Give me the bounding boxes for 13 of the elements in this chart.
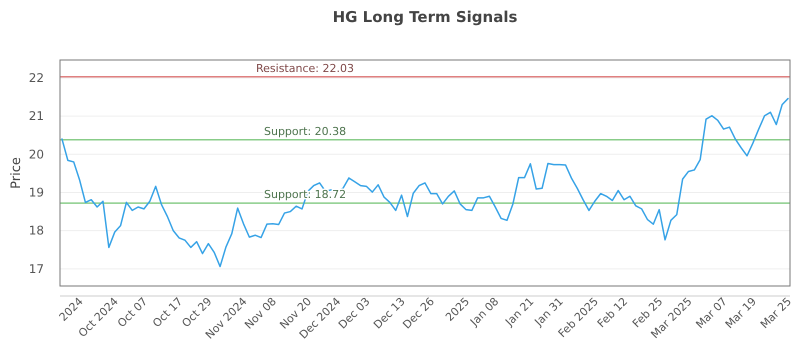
y-tick-label: 22 [28,70,44,85]
x-tick-label: Mar 25 [758,294,794,332]
ref-line-label: Support: 20.38 [264,124,346,138]
y-tick-label: 17 [28,262,44,276]
ref-line-label: Resistance: 22.03 [256,62,354,75]
y-axis-title: Price [9,157,24,189]
y-tick-label: 20 [28,147,44,162]
y-tick-label: 19 [28,185,44,200]
chart-title: HG Long Term Signals [332,8,518,26]
x-tick-label: Jan 08 [467,294,502,330]
line-series [61,98,789,268]
y-tick-label: 21 [28,109,44,124]
y-tick-label: 18 [28,224,44,238]
